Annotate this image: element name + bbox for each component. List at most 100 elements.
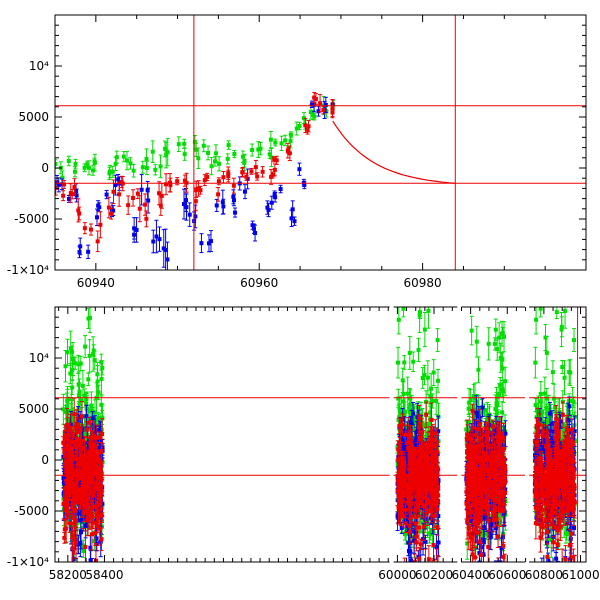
data-point bbox=[550, 360, 555, 384]
data-point bbox=[545, 588, 549, 600]
x-tick-label: 60980 bbox=[404, 276, 442, 290]
data-point bbox=[144, 160, 149, 176]
data-point bbox=[77, 206, 82, 221]
data-point bbox=[416, 337, 421, 363]
data-point bbox=[485, 249, 489, 276]
data-point bbox=[486, 327, 491, 361]
data-point bbox=[283, 134, 288, 147]
data-point bbox=[559, 316, 564, 338]
data-point bbox=[91, 336, 96, 372]
data-point bbox=[221, 171, 226, 184]
data-point bbox=[182, 147, 187, 161]
data-point bbox=[278, 184, 283, 194]
plot-frame bbox=[54, 14, 587, 271]
data-point bbox=[426, 307, 431, 329]
data-point bbox=[86, 244, 91, 259]
data-point bbox=[158, 154, 163, 179]
data-point bbox=[402, 355, 407, 370]
data-point bbox=[256, 141, 261, 159]
data-point bbox=[119, 175, 124, 189]
data-point bbox=[297, 162, 302, 176]
data-point bbox=[196, 147, 201, 169]
data-point bbox=[233, 207, 238, 218]
data-point bbox=[131, 189, 136, 207]
data-point bbox=[182, 138, 187, 149]
data-point bbox=[61, 190, 66, 202]
data-point bbox=[563, 307, 568, 329]
data-point bbox=[117, 181, 122, 207]
data-point bbox=[193, 191, 198, 212]
plot-area bbox=[55, 15, 586, 270]
data-point bbox=[554, 307, 559, 320]
x-tick-label: 60600 bbox=[488, 568, 526, 582]
y-tick-label: -5000 bbox=[14, 212, 49, 226]
x-tick-label: 58400 bbox=[85, 568, 123, 582]
data-point bbox=[435, 328, 440, 353]
data-point bbox=[323, 96, 328, 114]
data-point bbox=[109, 207, 114, 220]
y-tick-label: 10⁴ bbox=[29, 59, 49, 73]
data-point bbox=[154, 219, 159, 254]
data-point bbox=[157, 181, 162, 206]
data-point bbox=[145, 180, 150, 200]
data-point bbox=[78, 394, 83, 406]
data-point bbox=[100, 360, 105, 376]
plot-area bbox=[55, 249, 586, 600]
data-point bbox=[245, 168, 250, 190]
data-point bbox=[401, 307, 406, 318]
data-point bbox=[87, 339, 92, 373]
data-point bbox=[226, 169, 231, 183]
data-point bbox=[542, 593, 546, 600]
data-point bbox=[61, 393, 66, 425]
data-point bbox=[474, 325, 479, 358]
data-point bbox=[165, 138, 170, 167]
data-point bbox=[144, 210, 149, 228]
data-point bbox=[396, 346, 401, 379]
data-point bbox=[312, 112, 317, 121]
data-point bbox=[140, 160, 145, 174]
data-point bbox=[466, 402, 471, 415]
data-point bbox=[92, 153, 97, 172]
data-point bbox=[330, 108, 335, 118]
data-point bbox=[168, 173, 173, 193]
data-point bbox=[244, 172, 249, 181]
data-point bbox=[87, 307, 92, 334]
data-point bbox=[279, 135, 284, 152]
data-point bbox=[65, 338, 70, 366]
data-point bbox=[70, 379, 75, 396]
data-point bbox=[157, 226, 162, 252]
x-tick-label: 60940 bbox=[77, 276, 115, 290]
data-point bbox=[231, 177, 236, 194]
data-point bbox=[107, 164, 112, 179]
data-point bbox=[163, 228, 168, 270]
data-point bbox=[164, 173, 169, 196]
y-tick-label: 0 bbox=[41, 161, 49, 175]
data-point bbox=[273, 138, 278, 147]
model-curve bbox=[332, 120, 456, 184]
axis-break bbox=[389, 306, 394, 563]
data-point bbox=[285, 143, 290, 159]
data-point bbox=[88, 223, 93, 236]
data-point bbox=[288, 131, 293, 139]
data-point bbox=[63, 350, 68, 383]
data-point bbox=[98, 211, 103, 239]
data-point bbox=[205, 172, 210, 181]
data-point bbox=[495, 337, 500, 361]
data-point bbox=[111, 179, 116, 205]
data-point bbox=[86, 372, 91, 386]
top-panel-zoom: 60940 60960 60980 -1×10⁴ -5000 0 5000 10⁴ bbox=[7, 14, 587, 290]
data-point bbox=[209, 157, 214, 176]
data-point bbox=[225, 153, 230, 165]
x-tick-label: 61000 bbox=[561, 568, 599, 582]
data-point bbox=[208, 230, 213, 253]
data-point bbox=[469, 315, 474, 346]
y-tick-label: 10⁴ bbox=[29, 351, 49, 365]
data-point bbox=[153, 164, 158, 176]
axis-break bbox=[525, 306, 530, 563]
data-point bbox=[201, 139, 206, 153]
data-point bbox=[151, 229, 156, 254]
data-point bbox=[206, 234, 211, 253]
data-point bbox=[62, 179, 67, 189]
data-point bbox=[272, 190, 277, 199]
